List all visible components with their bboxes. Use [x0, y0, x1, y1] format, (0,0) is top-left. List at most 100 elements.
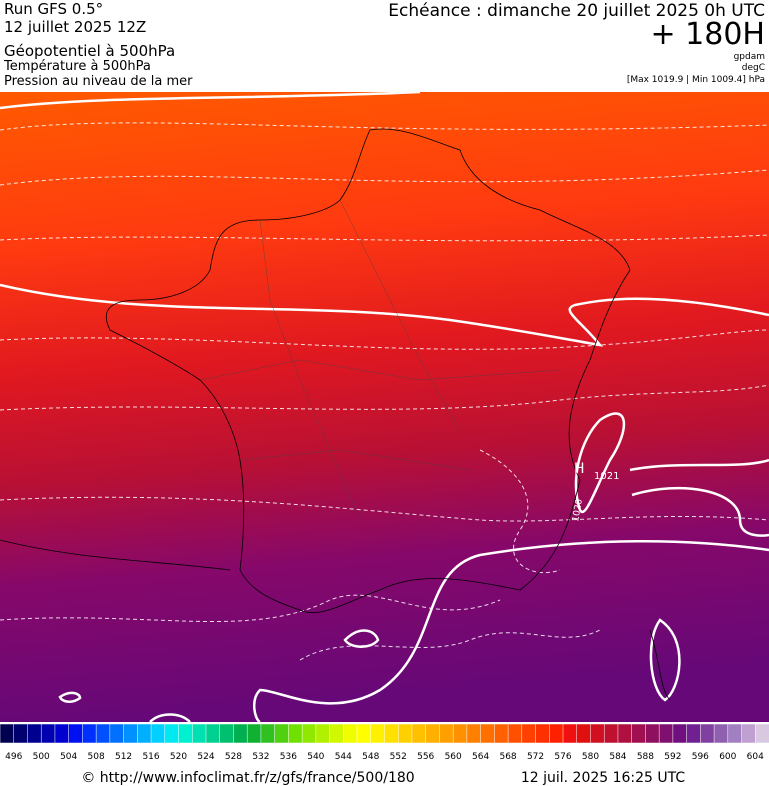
colorbar-swatch — [672, 723, 688, 744]
colorbar-label: 544 — [335, 752, 352, 762]
run-date: 12 juillet 2025 12Z — [4, 18, 146, 36]
colorbar-swatch — [480, 723, 495, 744]
colorbar-label: 528 — [225, 752, 242, 762]
coastlines — [0, 128, 671, 701]
colorbar-swatch — [233, 723, 248, 744]
colorbar-swatch — [54, 723, 70, 744]
colorbar-swatch — [246, 723, 262, 744]
colorbar-swatch — [713, 723, 729, 744]
colorbar-swatch — [411, 723, 427, 744]
colorbar-swatch — [384, 723, 399, 744]
colorbar-swatch — [658, 723, 674, 744]
colorbar: 496 500 504 508 512 516 520 524 528 532 536 540 544 5… — [0, 723, 769, 762]
run-title: Run GFS 0.5° — [4, 0, 103, 18]
map: H 1021 1020 — [0, 90, 769, 724]
echeance: Echéance : dimanche 20 juillet 2025 0h U… — [388, 1, 765, 21]
colorbar-swatch — [439, 723, 454, 744]
colorbar-swatch — [397, 723, 413, 744]
colorbar-swatch — [343, 723, 358, 744]
colorbar-label: 572 — [527, 752, 544, 762]
colorbar-swatch — [535, 723, 550, 744]
colorbar-swatch — [452, 723, 468, 744]
colorbar-swatch — [164, 723, 180, 744]
temperature-contours — [0, 122, 769, 661]
colorbar-swatch — [178, 723, 193, 744]
colorbar-swatch — [27, 723, 42, 744]
colorbar-swatch — [727, 723, 743, 744]
pressure-isobars — [0, 90, 769, 724]
colorbar-label: 596 — [692, 752, 709, 762]
colorbar-label: 500 — [33, 752, 50, 762]
colorbar-swatch — [260, 723, 276, 744]
colorbar-label: 604 — [747, 752, 764, 762]
colorbar-swatch — [301, 723, 317, 744]
colorbar-swatch — [425, 723, 440, 744]
colorbar-swatch — [123, 723, 138, 744]
isobar-label: 1020 — [571, 498, 585, 523]
colorbar-label: 576 — [554, 752, 571, 762]
colorbar-swatch — [109, 723, 125, 744]
colorbar-swatch — [82, 723, 97, 744]
colorbar-swatch — [192, 723, 207, 744]
colorbar-swatch — [329, 723, 344, 744]
colorbar-swatch — [137, 723, 152, 744]
colorbar-label: 560 — [445, 752, 462, 762]
colorbar-swatch — [95, 723, 111, 744]
colorbar-label: 580 — [582, 752, 599, 762]
colorbar-label: 508 — [88, 752, 105, 762]
unit-1: gpdam — [734, 52, 765, 62]
borders — [199, 199, 561, 521]
colorbar-swatch — [370, 723, 386, 744]
colorbar-label: 536 — [280, 752, 297, 762]
colorbar-label: 532 — [252, 752, 269, 762]
colorbar-swatch — [40, 723, 56, 744]
field-2: Température à 500hPa — [3, 59, 151, 74]
colorbar-label: 540 — [307, 752, 324, 762]
colorbar-swatch — [274, 723, 289, 744]
colorbar-swatch — [645, 723, 660, 744]
colorbar-label: 568 — [499, 752, 516, 762]
colorbar-label: 556 — [417, 752, 434, 762]
colorbar-swatch — [507, 723, 523, 744]
pressure-range: [Max 1019.9 | Min 1009.4] hPa — [627, 75, 765, 85]
colorbar-label: 584 — [609, 752, 626, 762]
colorbar-swatch — [576, 723, 592, 744]
timestamp: 12 juil. 2025 16:25 UTC — [521, 770, 686, 786]
colorbar-swatch — [356, 723, 372, 744]
colorbar-label: 524 — [197, 752, 214, 762]
colorbar-swatch — [13, 723, 29, 744]
unit-2: degC — [742, 63, 765, 73]
colorbar-swatch — [150, 723, 166, 744]
high-pressure-label: H — [574, 461, 585, 477]
colorbar-label: 600 — [719, 752, 736, 762]
offset: + 180H — [651, 17, 766, 52]
colorbar-swatch — [686, 723, 701, 744]
pressure-value-label: 1021 — [594, 471, 619, 482]
colorbar-swatch — [562, 723, 578, 744]
source-url: © http://www.infoclimat.fr/z/gfs/france/… — [81, 770, 414, 786]
colorbar-label: 588 — [637, 752, 654, 762]
colorbar-swatch — [631, 723, 646, 744]
colorbar-swatch — [741, 723, 756, 744]
field-3: Pression au niveau de la mer — [4, 74, 193, 89]
colorbar-label: 504 — [60, 752, 77, 762]
colorbar-swatch — [700, 723, 715, 744]
colorbar-swatch — [549, 723, 564, 744]
colorbar-label: 564 — [472, 752, 489, 762]
colorbar-swatch — [219, 723, 234, 744]
colorbar-swatch — [466, 723, 482, 744]
colorbar-swatch — [521, 723, 537, 744]
colorbar-label: 512 — [115, 752, 132, 762]
colorbar-label: 520 — [170, 752, 187, 762]
colorbar-swatch — [603, 723, 619, 744]
colorbar-swatch — [315, 723, 331, 744]
field-1: Géopotentiel à 500hPa — [4, 42, 175, 60]
colorbar-swatch — [0, 723, 15, 744]
colorbar-label: 592 — [664, 752, 681, 762]
colorbar-label: 516 — [142, 752, 159, 762]
colorbar-swatch — [590, 723, 605, 744]
colorbar-swatch — [68, 723, 83, 744]
colorbar-label: 496 — [5, 752, 22, 762]
